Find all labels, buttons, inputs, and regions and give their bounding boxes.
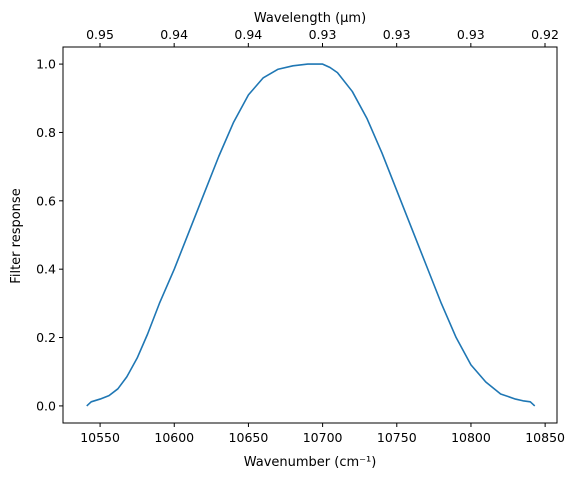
top-tick-label: 0.93 xyxy=(383,27,411,42)
top-tick-label: 0.95 xyxy=(86,27,114,42)
y-tick-label: 0.0 xyxy=(36,398,56,413)
x-tick-label: 10700 xyxy=(303,430,343,445)
series-layer xyxy=(86,63,536,407)
top-tick-label: 0.93 xyxy=(457,27,485,42)
y-tick-label: 1.0 xyxy=(36,57,56,72)
y-axis-label: Filter response xyxy=(9,188,24,283)
x-tick-label: 10650 xyxy=(229,430,269,445)
y-tick-label: 0.2 xyxy=(36,330,56,345)
x-tick-label: 10750 xyxy=(377,430,417,445)
top-tick-label: 0.92 xyxy=(531,27,559,42)
y-tick-label: 0.6 xyxy=(36,193,56,208)
y-tick-label: 0.8 xyxy=(36,125,56,140)
bottom-axis: 10550 10600 10650 10700 10750 10800 10850 xyxy=(80,423,565,445)
top-axis: 0.95 0.94 0.94 0.93 0.93 0.93 0.92 xyxy=(86,27,559,47)
x-axis-label: Wavenumber (cm⁻¹) xyxy=(244,455,377,470)
top-axis-label: Wavelength (μm) xyxy=(254,11,366,26)
x-tick-label: 10800 xyxy=(451,430,491,445)
series-line-0 xyxy=(86,63,536,407)
plot-background xyxy=(63,47,557,423)
top-tick-label: 0.93 xyxy=(309,27,337,42)
plot-frame xyxy=(62,46,558,424)
top-tick-label: 0.94 xyxy=(234,27,262,42)
x-tick-label: 10600 xyxy=(154,430,194,445)
x-tick-label: 10850 xyxy=(525,430,565,445)
left-axis: 0.0 0.2 0.4 0.6 0.8 1.0 xyxy=(36,57,63,413)
y-tick-label: 0.4 xyxy=(36,262,56,277)
top-tick-label: 0.94 xyxy=(160,27,188,42)
x-tick-label: 10550 xyxy=(80,430,120,445)
